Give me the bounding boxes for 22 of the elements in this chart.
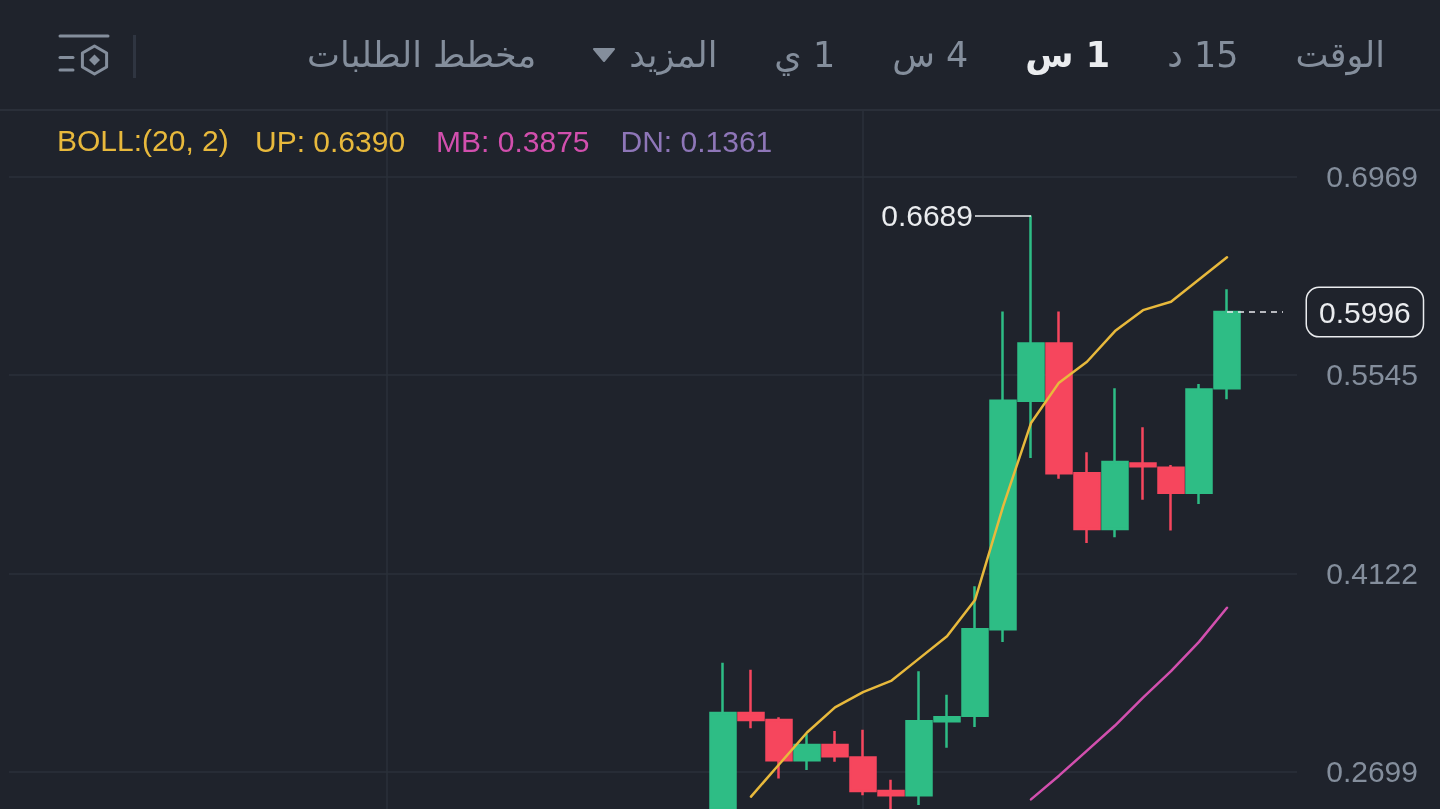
text: الوقت (1295, 34, 1385, 75)
text: 0.5996 (1319, 295, 1411, 329)
text: 15 د (1167, 34, 1239, 75)
text: UP: 0.6390 (255, 124, 406, 158)
legend-title: BOLL:(20, 2) (57, 123, 229, 159)
text: 4 س (892, 34, 969, 75)
line-series (1029, 606, 1229, 801)
text: المزيد (629, 34, 718, 75)
y-tick-label: 0.2699 (1326, 755, 1418, 789)
legend-label: DN: 0.1361 (620, 124, 773, 158)
text: 1 ي (774, 34, 836, 75)
annotation: 0.6689 (881, 199, 973, 233)
candlestick (793, 732, 821, 772)
text: مخطط الطلبات (307, 34, 537, 75)
text: 1 س (1025, 34, 1111, 75)
y-tick-label: 0.4122 (1326, 556, 1418, 590)
text: MB: 0.3875 (436, 124, 590, 158)
candlestick (709, 661, 737, 809)
y-tick-label: 0.5545 (1326, 358, 1418, 392)
candlestick (1101, 386, 1129, 539)
y-tick-label: 0.6969 (1326, 160, 1418, 194)
line-series (749, 255, 1229, 798)
